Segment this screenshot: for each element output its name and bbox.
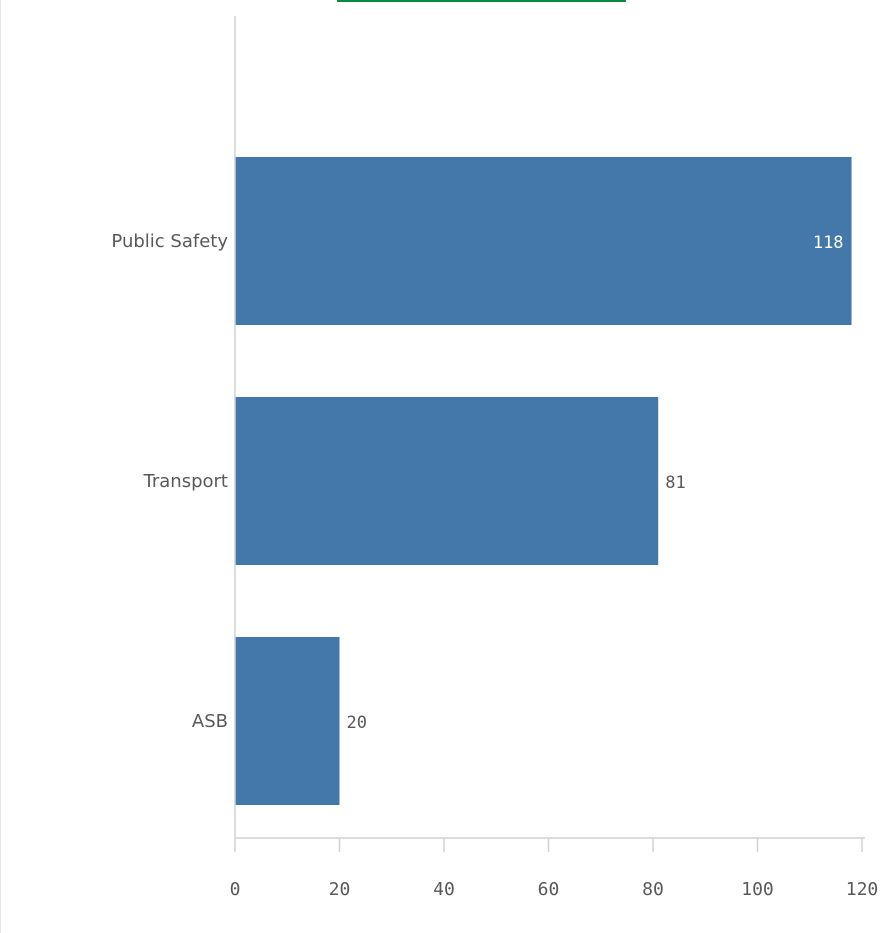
x-tick-label: 20 [329,879,351,900]
header-accent-bar [337,0,626,2]
category-label: Transport [143,471,228,492]
category-label: Public Safety [111,231,228,252]
panel-border [0,0,1,933]
data-label: 20 [347,713,367,733]
bar [235,397,659,565]
bar [235,157,852,325]
x-tick-label: 100 [741,879,774,900]
x-tick-label: 40 [433,879,455,900]
x-tick-label: 0 [230,879,241,900]
x-tick-label: 80 [642,879,664,900]
category-label: ASB [192,711,228,732]
x-tick-label: 60 [538,879,560,900]
data-label: 118 [813,233,844,253]
x-tick-label: 120 [846,879,879,900]
bar [235,637,340,805]
data-label: 81 [665,473,685,493]
